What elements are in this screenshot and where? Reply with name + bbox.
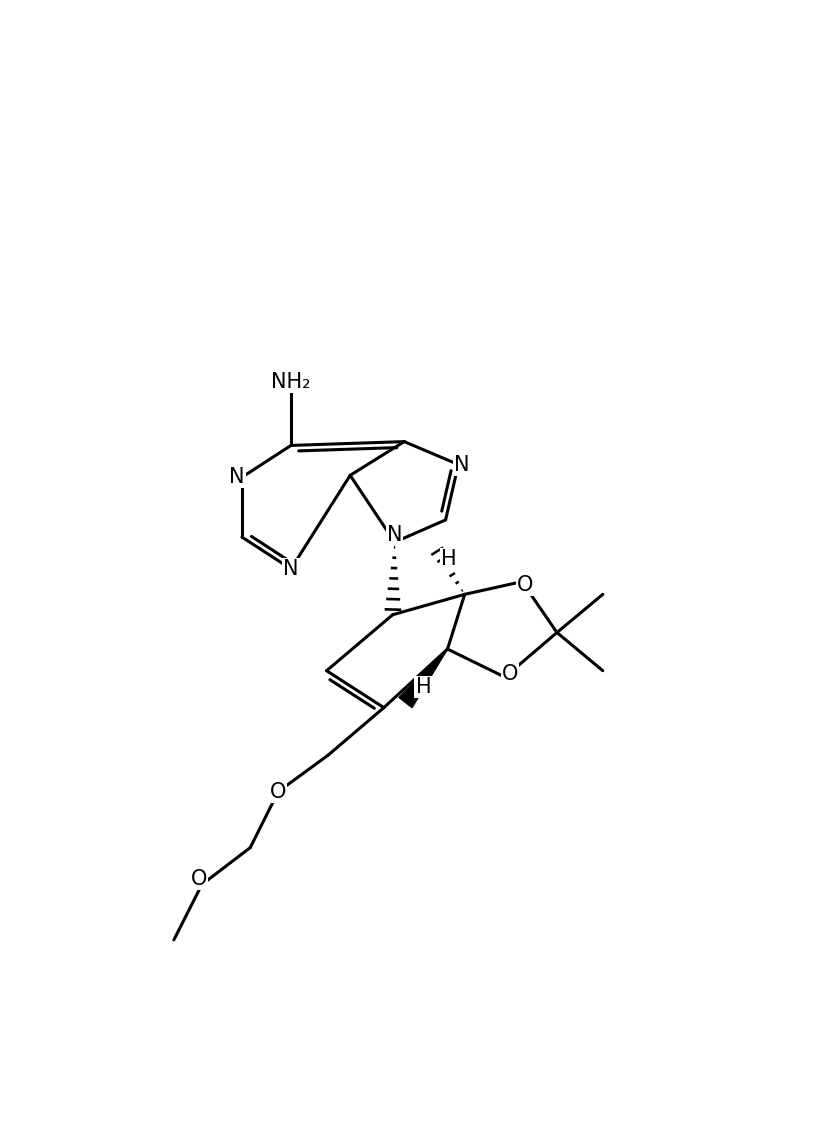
Text: NH₂: NH₂	[271, 372, 311, 392]
Text: N: N	[387, 525, 402, 544]
Text: O: O	[270, 781, 287, 801]
Text: O: O	[191, 870, 206, 889]
Text: N: N	[453, 454, 469, 474]
Text: H: H	[415, 677, 431, 697]
Text: N: N	[229, 468, 244, 487]
Text: O: O	[517, 574, 534, 595]
Text: H: H	[441, 549, 457, 569]
Text: N: N	[283, 559, 299, 579]
Text: O: O	[501, 664, 518, 683]
Polygon shape	[399, 649, 448, 708]
